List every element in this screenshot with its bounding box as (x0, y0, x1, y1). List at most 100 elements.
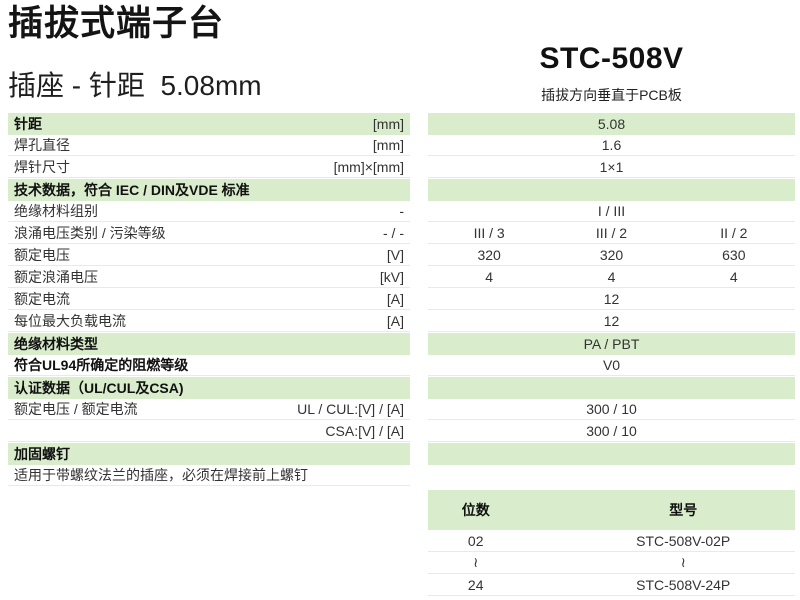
spec-row: 针距 [mm] 5.08 (8, 113, 795, 135)
spec-unit: [A] (386, 291, 404, 307)
spec-row: 焊孔直径 [mm] 1.6 (8, 135, 795, 157)
spec-value: 1×1 (599, 159, 624, 175)
spec-value: 12 (603, 313, 620, 329)
spec-row: 符合UL94所确定的阻燃等级 V0 (8, 355, 795, 377)
column-gap (410, 333, 428, 355)
spec-row-right-cell: I / III (428, 201, 795, 222)
column-gap (410, 157, 428, 179)
column-gap (410, 245, 428, 267)
spec-label: 每位最大负载电流 (14, 313, 126, 329)
spec-unit: [mm] (372, 137, 404, 153)
model-positions-value: 24 (467, 576, 484, 593)
spec-row: CSA:[V] / [A] 300 / 10 (8, 421, 795, 443)
spec-row: 额定电流 [A] 12 (8, 289, 795, 311)
spec-label: 额定电压 / 额定电流 (14, 401, 138, 417)
spec-row-left-cell: 焊孔直径 [mm] (8, 135, 410, 156)
spec-row: 额定电压 / 额定电流 UL / CUL:[V] / [A] 300 / 10 (8, 399, 795, 421)
spec-row-right-cell: 12 (428, 289, 795, 310)
spec-row-left-cell: 针距 [mm] (8, 113, 410, 135)
spec-row-left-cell: 适用于带螺纹法兰的插座，必须在焊接前上螺钉 (8, 465, 410, 486)
spec-row-right-cell: III / 3 III / 2 II / 2 (428, 223, 795, 244)
column-gap (410, 201, 428, 223)
spec-row-left-cell: 额定电压 / 额定电流 UL / CUL:[V] / [A] (8, 399, 410, 420)
spec-value: 300 / 10 (586, 401, 637, 417)
model-table-row: ≀ ≀ (428, 552, 795, 574)
spec-row-right-cell: 12 (428, 311, 795, 332)
spec-row-left-cell: 绝缘材料类型 (8, 333, 410, 355)
spec-value: II / 2 (720, 225, 748, 241)
model-part-number-value: ≀ (680, 554, 686, 570)
model-positions-value: 02 (467, 532, 484, 549)
spec-label: 额定电流 (14, 291, 70, 307)
spec-value: PA / PBT (583, 336, 640, 352)
spec-label: 技术数据，符合 IEC / DIN及VDE 标准 (14, 182, 250, 198)
spec-unit: UL / CUL:[V] / [A] (297, 401, 404, 417)
model-number-table: 位数 型号 02 STC-508V-02P ≀ ≀ 24 STC-508V-24P (428, 490, 795, 596)
spec-value: 4 (607, 269, 616, 285)
model-table-body: 02 STC-508V-02P ≀ ≀ 24 STC-508V-24P (428, 530, 795, 596)
spec-value: 300 / 10 (586, 423, 637, 439)
spec-label: 认证数据（UL/CUL及CSA) (14, 380, 184, 396)
column-gap (410, 223, 428, 245)
model-header: STC-508V 插拔方向垂直于PCB板 (428, 42, 795, 105)
spec-value: 630 (722, 247, 746, 263)
spec-unit: [mm] (372, 116, 404, 132)
spec-value: III / 3 (473, 225, 505, 241)
spec-row-right-cell (428, 377, 795, 399)
spec-label: 针距 (14, 116, 42, 132)
column-gap (410, 421, 428, 443)
column-gap (410, 267, 428, 289)
spec-row-right-cell: 4 4 4 (428, 267, 795, 288)
spec-row: 每位最大负载电流 [A] 12 (8, 311, 795, 333)
spec-unit: [V] (386, 247, 404, 263)
spec-value: I / III (597, 203, 626, 219)
spec-row-left-cell: 认证数据（UL/CUL及CSA) (8, 377, 410, 399)
spec-value: 5.08 (597, 116, 626, 132)
spec-row: 额定浪涌电压 [kV] 4 4 4 (8, 267, 795, 289)
model-part-number-value: STC-508V-02P (636, 532, 731, 549)
column-gap (410, 179, 428, 201)
column-gap (410, 135, 428, 157)
spec-row-right-cell: 300 / 10 (428, 399, 795, 420)
spec-row-right-cell: 320 320 630 (428, 245, 795, 266)
spec-row-left-cell: 加固螺钉 (8, 443, 410, 465)
page-title: 插拔式端子台 (8, 4, 225, 43)
spec-value: 320 (599, 247, 624, 263)
spec-row-right-cell: 5.08 (428, 113, 795, 135)
spec-label: 绝缘材料组别 (14, 203, 98, 219)
spec-row-left-cell: 绝缘材料组别 - (8, 201, 410, 222)
spec-label: 符合UL94所确定的阻燃等级 (14, 357, 189, 373)
spec-unit: - (399, 203, 404, 219)
model-table-row: 24 STC-508V-24P (428, 574, 795, 596)
model-table-header-row: 位数 型号 (428, 490, 795, 530)
spec-label: 绝缘材料类型 (14, 336, 98, 352)
spec-row-right-cell: V0 (428, 355, 795, 376)
page-subtitle: 插座 - 针距 5.08mm (8, 70, 262, 101)
spec-row-right-cell: PA / PBT (428, 333, 795, 355)
spec-row-right-cell (428, 443, 795, 465)
model-orientation-note: 插拔方向垂直于PCB板 (541, 87, 682, 103)
spec-value: 320 (477, 247, 501, 263)
spec-label: 加固螺钉 (14, 446, 70, 462)
column-gap (410, 377, 428, 399)
spec-row-right-cell: 1.6 (428, 135, 795, 156)
spec-row-left-cell: CSA:[V] / [A] (8, 421, 410, 442)
spec-row-left-cell: 每位最大负载电流 [A] (8, 311, 410, 332)
spec-table: 针距 [mm] 5.08 焊孔直径 [mm] 1.6 焊针尺寸 [mm]×[mm] 1×1 技术数… (8, 113, 795, 487)
spec-row-left-cell: 额定电压 [V] (8, 245, 410, 266)
spec-unit: - / - (383, 225, 404, 241)
spec-value: 12 (603, 291, 620, 307)
column-gap (410, 311, 428, 333)
spec-row: 浪涌电压类别 / 污染等级 - / - III / 3 III / 2 II / 2 (8, 223, 795, 245)
model-table-row: 02 STC-508V-02P (428, 530, 795, 552)
spec-row: 适用于带螺纹法兰的插座，必须在焊接前上螺钉 (8, 465, 795, 487)
spec-row-right-cell (428, 465, 795, 487)
spec-row-right-cell (428, 179, 795, 201)
spec-label: 适用于带螺纹法兰的插座，必须在焊接前上螺钉 (14, 467, 308, 483)
spec-value: 1.6 (601, 137, 622, 153)
spec-row-left-cell: 技术数据，符合 IEC / DIN及VDE 标准 (8, 179, 410, 201)
column-gap (410, 443, 428, 465)
model-table-header-positions: 位数 (461, 502, 490, 518)
spec-row-left-cell: 焊针尺寸 [mm]×[mm] (8, 157, 410, 178)
